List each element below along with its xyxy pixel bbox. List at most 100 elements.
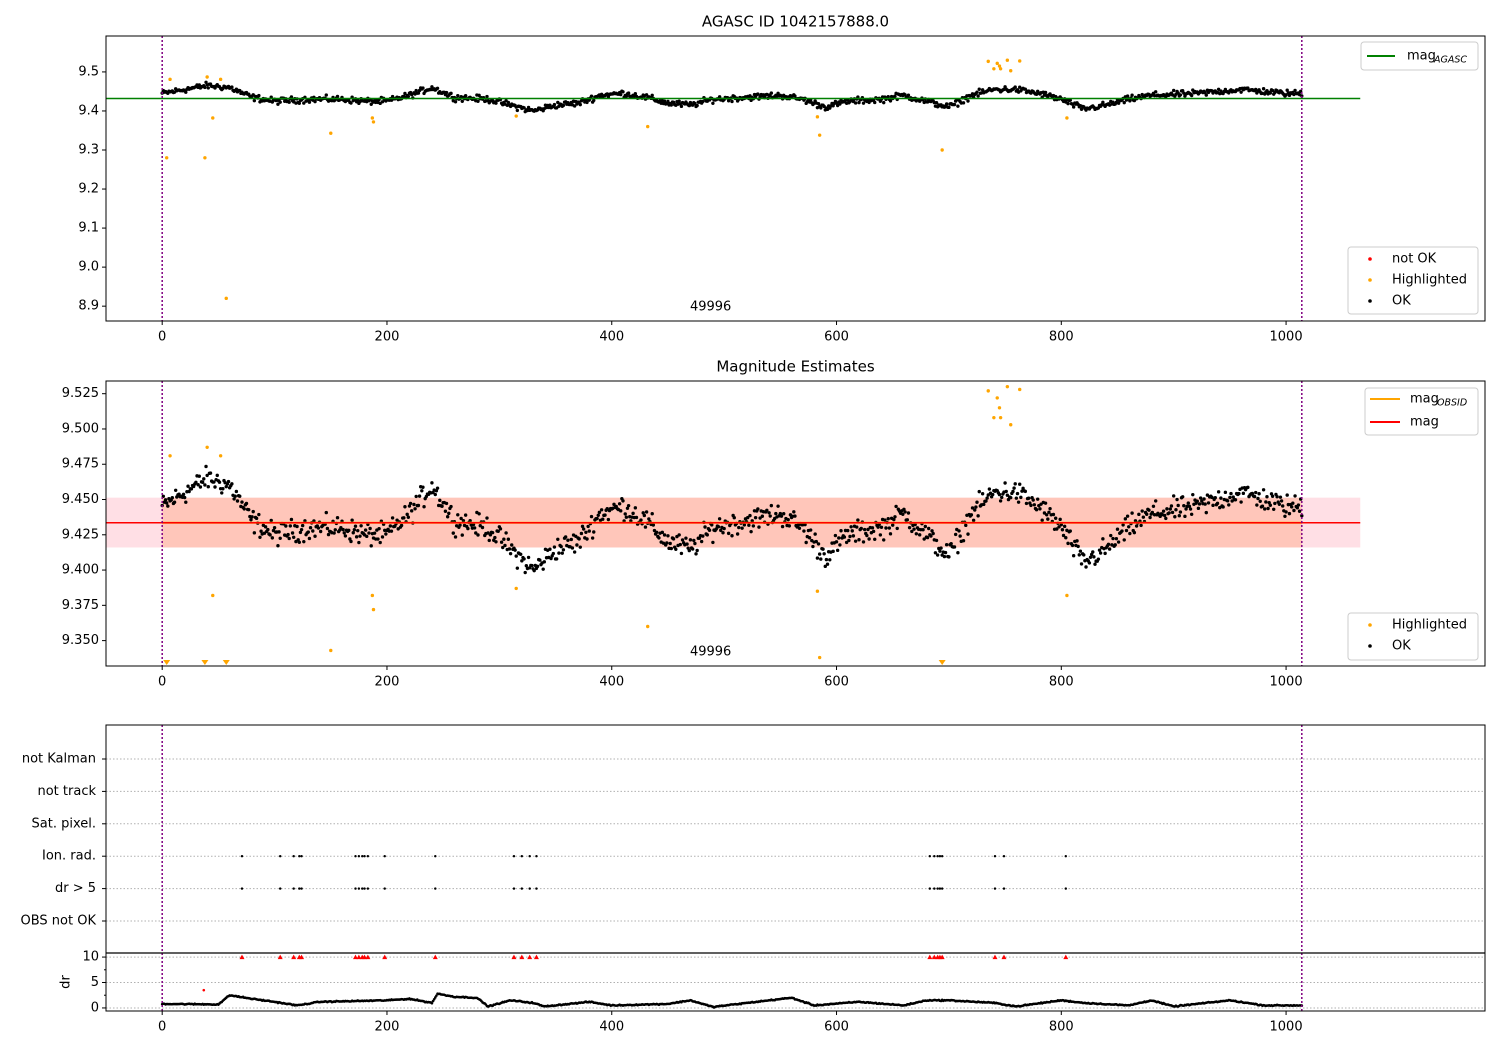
ok-point [964,523,968,528]
ok-point [861,101,866,105]
ok-point [1162,513,1167,518]
ok-point [490,530,495,535]
flag-point [361,855,364,858]
ok-point [581,527,586,531]
ok-point [997,492,1002,497]
ok-point [579,531,584,536]
ok-point [358,534,362,538]
panel2-x-tick-label: 1000 [1270,675,1303,690]
ok-point [641,511,645,515]
ok-point [498,527,503,531]
ok-point [1278,495,1283,499]
ok-point [409,509,414,513]
highlighted-point [371,120,376,124]
ok-point [961,101,966,105]
ok-point [1023,87,1028,91]
ok-point [1275,495,1279,499]
ok-point [164,501,169,505]
ok-point [865,533,869,538]
ok-point [717,517,722,521]
flag-point [292,887,295,890]
ok-point [460,99,464,103]
ok-point [350,518,354,522]
ok-point [835,548,840,553]
ok-point [288,524,293,528]
highlighted-point [1018,387,1022,392]
ok-point [705,533,709,537]
ok-point [302,539,306,544]
ok-point [1171,494,1176,498]
ok-point [585,537,589,541]
ok-point [1012,486,1016,490]
ok-point [181,492,186,497]
ok-point [1077,553,1081,557]
dr-clipped-marker [361,954,367,960]
ok-point [935,553,940,557]
dr-clipped-marker [511,954,517,960]
ok-point [1018,85,1022,89]
ok-point [1229,491,1233,496]
ok-point [357,540,361,545]
ok-point [556,537,560,542]
ok-point [970,506,975,510]
ok-point [1154,499,1158,503]
ok-point [1200,499,1204,503]
flag-label: Ion. rad. [42,849,96,864]
ok-point [1079,107,1084,111]
ok-point [1121,523,1125,527]
ok-point [748,513,752,518]
ok-point [1255,503,1259,507]
ok-point [887,526,892,530]
ok-point [416,91,421,95]
ok-point [234,489,239,494]
ok-point [1046,517,1050,521]
panel2-y-tick-label: 9.525 [62,386,99,401]
ok-point [203,483,207,487]
ok-point [914,532,919,536]
panel1-x-tick-label: 0 [158,330,166,345]
ok-point [1031,498,1035,502]
ok-point [844,540,849,545]
ok-point [1116,540,1121,544]
ok-point [1084,565,1088,569]
ok-point [938,549,942,553]
dr-clipped-marker [239,954,245,960]
dr-clipped-marker [931,954,937,960]
dr-clipped-marker [1001,954,1007,960]
ok-point [250,515,254,519]
ok-point [1246,485,1250,490]
ok-point [1078,549,1083,553]
ok-point [524,564,529,568]
ok-point [184,90,188,94]
ok-point [685,542,689,546]
ok-point [619,92,623,97]
flag-point [1002,855,1006,858]
ok-point [297,540,302,544]
ok-point [1196,506,1201,511]
highlighted-point [168,77,172,82]
ok-point [619,509,623,513]
ok-point [466,526,470,531]
ok-point [1011,489,1015,494]
dr-point [430,1001,434,1005]
ok-point [307,100,312,104]
ok-point [263,525,268,529]
ok-point [173,488,178,492]
ok-point [742,523,747,527]
highlighted-point [203,156,207,160]
ok-point [879,525,884,529]
flag-point [928,855,932,858]
ok-point [825,562,830,566]
ok-point [1107,547,1112,551]
ok-point [444,90,449,95]
ok-point [560,551,564,555]
ok-point [212,480,216,484]
flag-point [940,887,944,890]
panel1-y-tick-label: 9.2 [78,182,99,197]
flag-point [520,855,524,858]
ok-point [506,100,511,105]
ok-point [642,513,647,518]
legend-label: Highlighted [1392,273,1467,288]
ok-point [1237,491,1241,496]
ok-point [956,551,960,555]
